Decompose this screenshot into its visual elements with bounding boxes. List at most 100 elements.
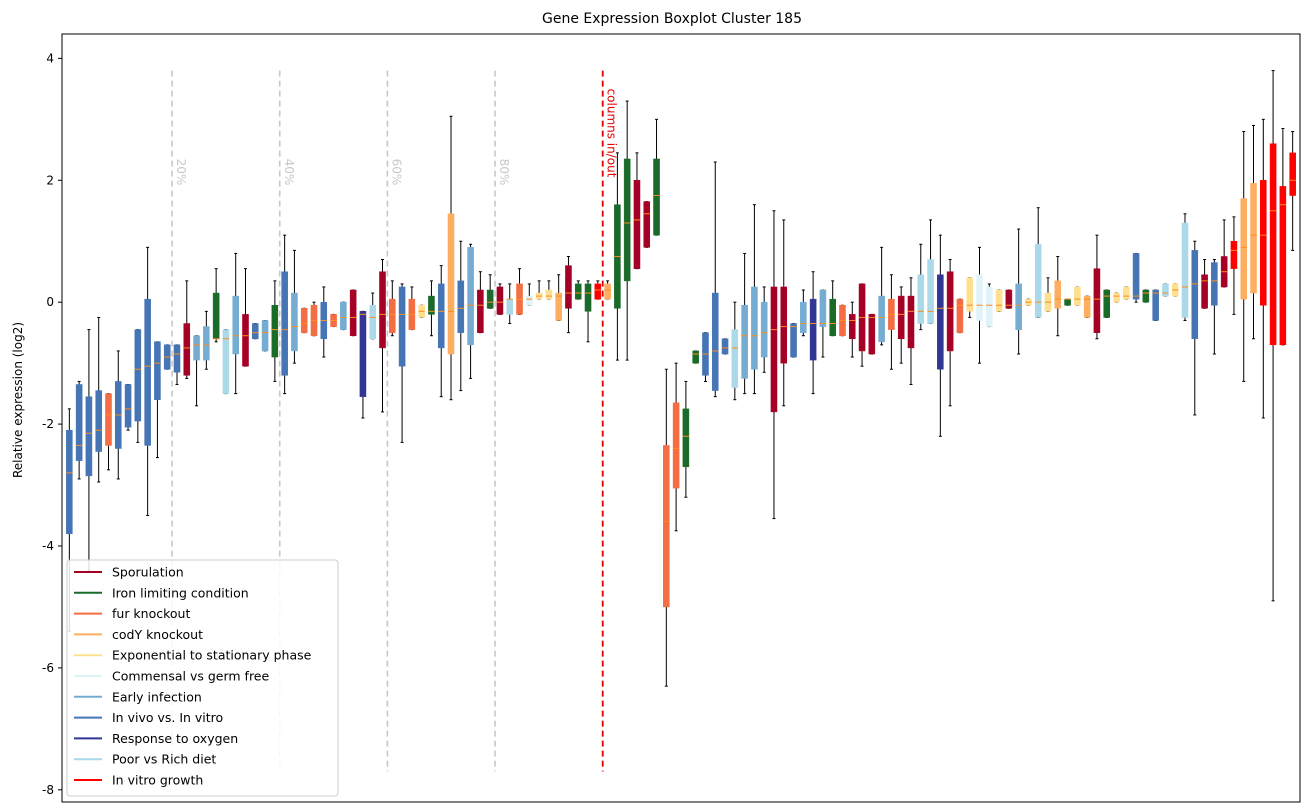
- box-body: [291, 292, 298, 352]
- box-22: [271, 280, 279, 382]
- box-44: [486, 274, 494, 309]
- box-102: [1054, 255, 1062, 337]
- box-125: [1279, 127, 1287, 346]
- box-118: [1211, 259, 1218, 355]
- box-body: [1103, 289, 1110, 318]
- box-104: [1074, 286, 1081, 306]
- box-59: [633, 152, 641, 270]
- box-body: [1201, 274, 1208, 309]
- box-body: [242, 314, 249, 367]
- box-75: [790, 323, 797, 358]
- box-body: [183, 323, 191, 376]
- box-body: [731, 329, 739, 388]
- box-115: [1181, 213, 1189, 321]
- box-body: [369, 304, 377, 340]
- box-5: [105, 393, 112, 471]
- box-body: [281, 271, 288, 376]
- box-54: [584, 280, 592, 343]
- box-17: [222, 329, 230, 395]
- y-tick-label: 2: [46, 173, 54, 187]
- box-body: [770, 286, 778, 413]
- box-body: [809, 298, 817, 361]
- box-body: [379, 271, 386, 349]
- legend-label: Exponential to stationary phase: [112, 648, 312, 663]
- box-body: [604, 283, 611, 300]
- box-body: [584, 283, 592, 312]
- box-65: [692, 350, 699, 364]
- box-body: [1142, 289, 1150, 303]
- box-86: [897, 286, 905, 364]
- box-14: [193, 335, 200, 407]
- box-79: [829, 280, 836, 337]
- box-body: [467, 247, 474, 346]
- box-body: [486, 289, 494, 309]
- box-body: [878, 295, 885, 343]
- box-body: [1211, 262, 1218, 306]
- box-10: [154, 341, 161, 459]
- box-29: [340, 301, 347, 331]
- box-body: [173, 344, 181, 373]
- box-108: [1113, 292, 1120, 303]
- box-40: [447, 115, 455, 401]
- box-body: [897, 295, 905, 340]
- box-89: [927, 219, 934, 325]
- box-body: [124, 384, 132, 428]
- box-81: [848, 301, 856, 358]
- box-76: [800, 289, 807, 337]
- box-body: [1260, 180, 1267, 306]
- box-3: [85, 329, 93, 571]
- box-67: [711, 161, 719, 398]
- box-98: [1015, 228, 1022, 355]
- legend-label: Commensal vs germ free: [112, 669, 269, 684]
- percentile-label: 80%: [497, 159, 511, 186]
- box-84: [878, 246, 885, 346]
- box-95: [985, 283, 993, 328]
- box-12: [173, 344, 181, 385]
- box-body: [653, 158, 660, 236]
- legend-label: codY knockout: [112, 627, 203, 642]
- box-94: [976, 246, 983, 364]
- legend-label: Iron limiting condition: [112, 585, 249, 600]
- box-body: [545, 289, 553, 300]
- box-body: [95, 390, 102, 452]
- box-body: [574, 283, 582, 300]
- box-21: [261, 319, 269, 352]
- box-112: [1152, 289, 1159, 321]
- box-13: [183, 280, 191, 379]
- box-61: [653, 118, 660, 236]
- box-117: [1201, 259, 1208, 309]
- legend-label: Poor vs Rich diet: [112, 752, 216, 767]
- box-body: [633, 180, 641, 269]
- box-body: [985, 286, 993, 327]
- box-body: [917, 274, 925, 324]
- box-90: [937, 234, 944, 437]
- box-body: [643, 201, 651, 248]
- box-body: [193, 335, 200, 361]
- box-body: [1113, 292, 1120, 303]
- box-body: [682, 408, 690, 468]
- box-body: [1034, 244, 1042, 318]
- y-tick-label: -2: [42, 417, 54, 431]
- box-33: [379, 259, 386, 413]
- box-53: [574, 280, 582, 300]
- box-body: [1240, 198, 1248, 300]
- box-body: [946, 271, 954, 352]
- box-88: [917, 243, 925, 331]
- percentile-label: 40%: [282, 159, 296, 186]
- box-41: [457, 240, 465, 392]
- y-axis-label: Relative expression (log2): [11, 322, 25, 478]
- box-body: [848, 314, 856, 340]
- box-6: [114, 350, 122, 480]
- y-tick-label: -8: [42, 783, 54, 797]
- box-38: [428, 280, 435, 337]
- box-body: [927, 259, 934, 324]
- box-body: [741, 304, 748, 379]
- split-label: columns in/out: [605, 89, 619, 178]
- box-11: [163, 344, 171, 370]
- box-body: [154, 341, 161, 400]
- box-18: [232, 252, 239, 395]
- box-4: [95, 316, 102, 483]
- box-body: [565, 265, 572, 309]
- box-body: [760, 301, 768, 358]
- box-body: [1181, 222, 1189, 318]
